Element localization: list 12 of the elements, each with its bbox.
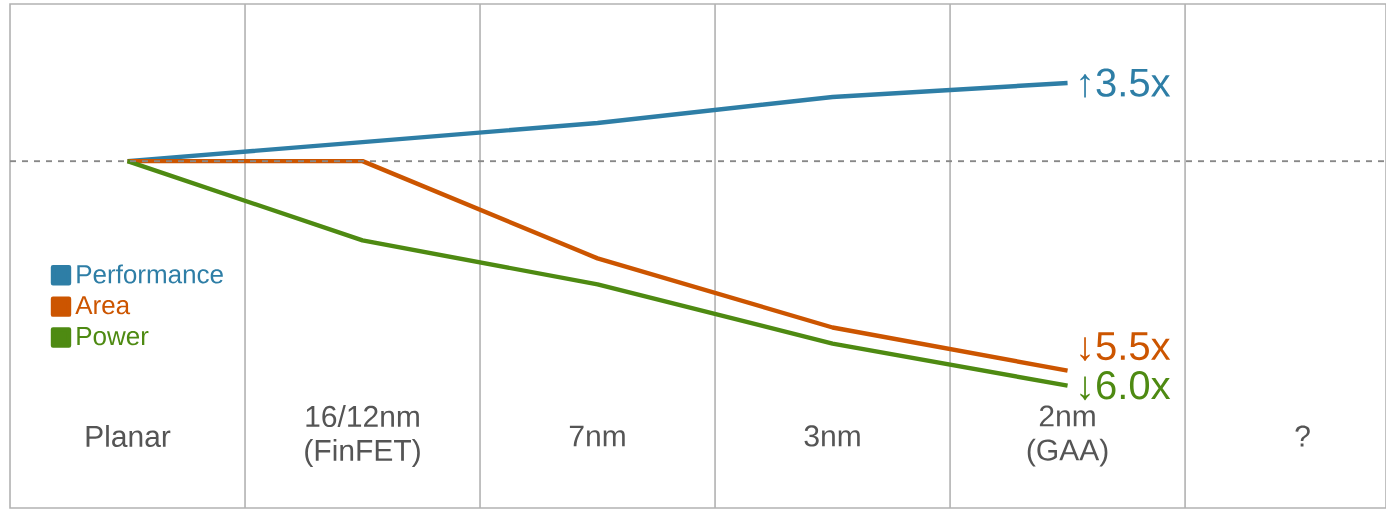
x-tick-label: ? [1295, 425, 1310, 447]
annotation: ↓5.5x [1080, 332, 1171, 361]
x-tick-label: 16/12nm (FinFET) [305, 405, 420, 467]
x-tick-label: 2nm (GAA) [1027, 405, 1108, 467]
legend-label: Power [77, 327, 149, 346]
legend-label: Area [75, 296, 131, 315]
annotation: ↓6.0x [1080, 371, 1171, 401]
x-tick-label: Planar [86, 424, 171, 447]
x-tick-label: 7nm [569, 425, 625, 447]
legend-label: Performance [77, 264, 223, 284]
annotation: ↑3.5x [1080, 68, 1171, 98]
x-tick-label: 3nm [804, 425, 860, 447]
